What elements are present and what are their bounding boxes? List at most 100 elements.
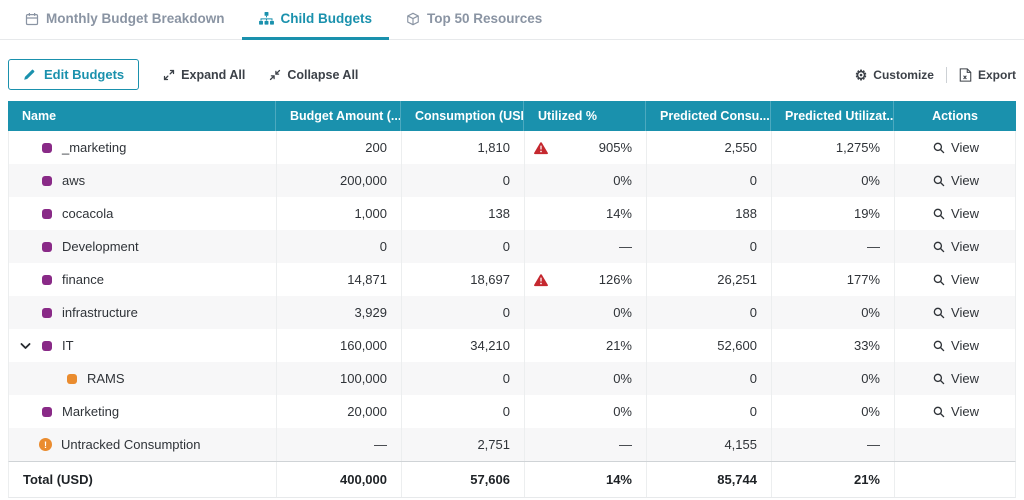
predicted-consumption-cell: 0 [646,395,771,428]
view-button[interactable]: View [933,404,979,419]
total-predicted-consumption: 85,744 [646,462,771,497]
expand-all-button[interactable]: Expand All [163,68,245,82]
budget-name: aws [62,173,86,188]
collapse-all-button[interactable]: Collapse All [269,68,358,82]
utilized-cell: 0% [524,395,646,428]
utilized-cell: — [524,230,646,263]
table-row: aws 200,000 0 0% 0 0% View [9,164,1015,197]
view-button[interactable]: View [933,272,979,287]
sitemap-icon [258,12,274,25]
budget-name: RAMS [87,371,125,386]
view-label: View [951,305,979,320]
budgets-table: Name Budget Amount (... Consumption (USD… [8,101,1016,498]
view-button[interactable]: View [933,239,979,254]
column-header-name: Name [22,109,57,123]
table-row: Marketing 20,000 0 0% 0 0% View [9,395,1015,428]
table-row: ! Untracked Consumption — 2,751 — 4,155 … [9,428,1015,461]
tab-label: Monthly Budget Breakdown [46,11,225,26]
predicted-utilization-cell: 0% [771,164,894,197]
table-row: _marketing 200 1,810 905% 2,550 1,275% [9,131,1015,164]
column-header-utilized: Utilized % [523,101,645,131]
actions-cell: View [894,296,1017,329]
table-row: IT 160,000 34,210 21% 52,600 33% View [9,329,1015,362]
budget-name: Untracked Consumption [61,437,201,452]
predicted-consumption-cell: 2,550 [646,131,771,164]
view-button[interactable]: View [933,206,979,221]
predicted-consumption-cell: 26,251 [646,263,771,296]
tab-label: Top 50 Resources [427,11,543,26]
export-file-icon [959,67,972,82]
predicted-utilization-cell: 0% [771,362,894,395]
name-cell: finance [9,263,276,296]
total-label: Total (USD) [23,472,93,487]
view-button[interactable]: View [933,371,979,386]
budget-amount-cell: — [276,428,401,461]
view-button[interactable]: View [933,173,979,188]
budget-dot-icon [42,307,52,318]
table-body: _marketing 200 1,810 905% 2,550 1,275% [8,131,1016,461]
budget-amount-cell: 200 [276,131,401,164]
budget-dot-icon [42,274,52,285]
tab-top-50-resources[interactable]: Top 50 Resources [389,0,559,40]
budget-name: IT [62,338,74,353]
name-cell: _marketing [9,131,276,164]
table-row: Development 0 0 — 0 — View [9,230,1015,263]
predicted-utilization-cell: 0% [771,395,894,428]
total-predicted-utilization: 21% [771,462,894,497]
tab-monthly-budget-breakdown[interactable]: Monthly Budget Breakdown [8,0,242,40]
consumption-cell: 1,810 [401,131,524,164]
view-button[interactable]: View [933,305,979,320]
total-utilized: 14% [524,462,646,497]
magnifier-icon [933,142,945,154]
budget-dot-icon [67,373,77,384]
predicted-utilization-cell: 1,275% [771,131,894,164]
utilized-cell: 0% [524,164,646,197]
magnifier-icon [933,373,945,385]
magnifier-icon [933,274,945,286]
view-button[interactable]: View [933,140,979,155]
budget-amount-cell: 1,000 [276,197,401,230]
utilized-value: 0% [613,371,632,386]
actions-cell: View [894,395,1017,428]
utilized-value: — [619,239,632,254]
actions-cell: View [894,230,1017,263]
consumption-cell: 34,210 [401,329,524,362]
name-cell: RAMS [9,362,276,395]
expand-arrows-icon [163,69,175,81]
consumption-cell: 0 [401,164,524,197]
budget-dot-icon [42,406,52,417]
utilized-value: 126% [598,272,632,287]
budget-dot-icon [42,208,52,219]
predicted-utilization-cell: 177% [771,263,894,296]
view-button[interactable]: View [933,338,979,353]
expand-all-label: Expand All [181,67,246,82]
warning-icon [534,141,548,154]
export-button[interactable]: Export [959,68,1016,82]
table-row: finance 14,871 18,697 126% 26,251 177% [9,263,1015,296]
budget-dot-icon [42,340,52,351]
table-row: RAMS 100,000 0 0% 0 0% View [9,362,1015,395]
predicted-utilization-cell: 0% [771,296,894,329]
magnifier-icon [933,208,945,220]
predicted-consumption-cell: 0 [646,362,771,395]
tab-child-budgets[interactable]: Child Budgets [241,0,389,40]
pencil-icon [23,68,36,81]
customize-button[interactable]: ⚙ Customize [855,68,934,82]
table-header: Name Budget Amount (... Consumption (USD… [8,101,1016,131]
view-label: View [951,338,979,353]
actions-cell: View [894,164,1017,197]
utilized-cell: — [524,428,646,461]
name-cell: Development [9,230,276,263]
consumption-cell: 0 [401,296,524,329]
edit-budgets-button[interactable]: Edit Budgets [8,59,140,90]
table-total-row: Total (USD) 400,000 57,606 14% 85,744 21… [8,461,1016,498]
tab-label: Child Budgets [280,11,373,26]
predicted-consumption-cell: 4,155 [646,428,771,461]
chevron-down-icon[interactable] [19,339,32,352]
name-cell: cocacola [9,197,276,230]
edit-budgets-label: Edit Budgets [44,67,125,82]
budget-name: Marketing [62,404,120,419]
consumption-cell: 0 [401,362,524,395]
utilized-cell: 0% [524,362,646,395]
utilized-value: 905% [598,140,632,155]
